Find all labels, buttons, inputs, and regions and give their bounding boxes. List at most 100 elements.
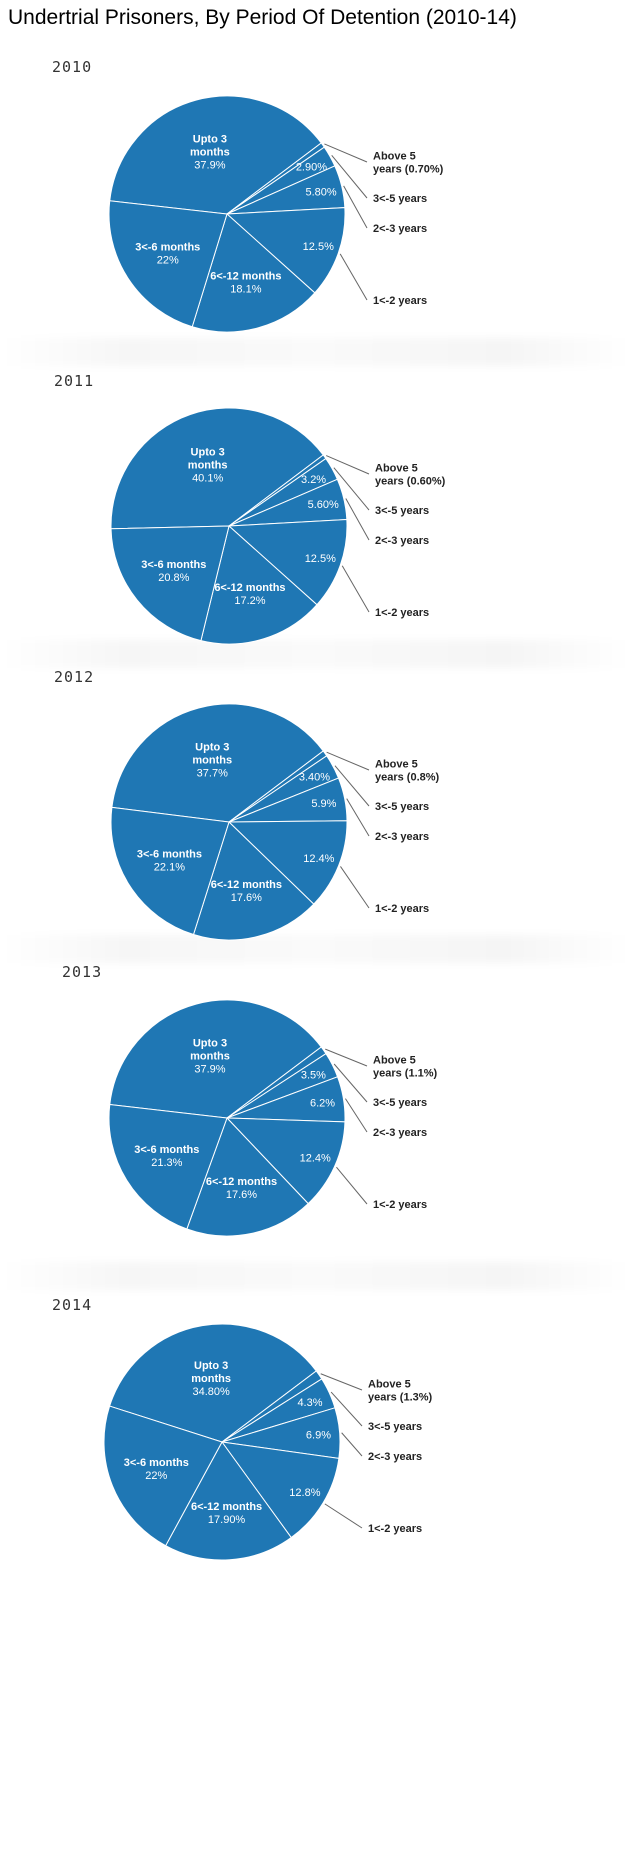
pie-slice-6-12-months[interactable]	[186, 1117, 309, 1237]
slice-value-label: 17.2%	[234, 595, 265, 607]
slice-category-label: 3<-5 years	[373, 193, 427, 205]
slice-value-label: 12.4%	[300, 1153, 331, 1165]
slice-value-label: 21.3%	[151, 1157, 182, 1169]
slice-category-label: years (0.60%)	[375, 476, 446, 488]
pie-slice-upto-3-months[interactable]	[111, 703, 324, 823]
leader-line	[325, 1048, 368, 1067]
slice-category-label: 3<-6 months	[137, 849, 202, 861]
pie-slices	[110, 703, 348, 941]
pie-slice-3-6-months[interactable]	[108, 200, 228, 328]
slice-category-label: 3<-5 years	[368, 1421, 422, 1433]
leader-line	[343, 185, 368, 229]
slice-value-label: 20.8%	[158, 572, 189, 584]
slice-category-label: 2<-3 years	[373, 1127, 427, 1139]
slice-category-label: Upto 3	[193, 133, 227, 145]
pie-panel-2012: 2012 Upto 3 months 37.7% Above 5 years (0.8%…	[0, 660, 631, 960]
leader-line	[340, 866, 370, 909]
pie-slices	[108, 95, 346, 333]
slice-category-label: 1<-2 years	[375, 607, 429, 619]
slice-category-label: 1<-2 years	[368, 1523, 422, 1535]
year-label: 2011	[54, 372, 95, 390]
pie-slice-1-2-years[interactable]	[227, 518, 348, 606]
pie-panel-2011: 2011 Upto 3 months 40.1% Above 5 years (0.60…	[0, 364, 631, 664]
leader-line	[339, 253, 368, 301]
slice-value-label: 12.5%	[303, 241, 334, 253]
year-label: 2013	[62, 963, 103, 981]
slice-category-label: 2<-3 years	[373, 223, 427, 235]
slice-value-label: 4.3%	[297, 1397, 322, 1409]
pie-slice-6-12-months[interactable]	[192, 821, 315, 941]
slice-value-label: 2.90%	[296, 162, 327, 174]
slice-value-label: 17.6%	[226, 1189, 257, 1201]
slice-value-label: 34.80%	[192, 1386, 230, 1398]
slice-category-label: months	[192, 754, 232, 766]
pie-slice-3-6-months[interactable]	[108, 1103, 228, 1230]
pie-slice-upto-3-months[interactable]	[109, 95, 322, 215]
slice-category-label: Upto 3	[194, 1360, 228, 1372]
leader-line	[341, 565, 370, 613]
leader-line	[330, 1391, 363, 1427]
leader-line	[334, 765, 370, 807]
slice-category-label: Upto 3	[193, 1037, 227, 1049]
slice-value-label: 3.40%	[299, 772, 330, 784]
leader-line	[324, 1503, 363, 1529]
pie-slice-3-6-months[interactable]	[103, 1405, 223, 1547]
slice-value-label: 3.2%	[301, 474, 326, 486]
leader-line	[345, 1098, 368, 1133]
slice-category-label: 2<-3 years	[375, 831, 429, 843]
slice-category-label: months	[191, 1373, 231, 1385]
slice-category-label: Above 5	[368, 1379, 411, 1391]
slice-category-label: months	[190, 1050, 230, 1062]
pie-slice-upto-3-months[interactable]	[109, 999, 322, 1119]
pie-panel-2014: 2014 Upto 3 months 34.80% Above 5 years (1.3…	[0, 1288, 631, 1588]
leader-line	[331, 155, 368, 199]
pie-panel-2010: 2010 Upto 3 months 37.9% Above 5 years (0.70…	[0, 50, 631, 350]
pie-slice-3-6-months[interactable]	[110, 525, 230, 642]
pie-slices	[110, 407, 348, 645]
slice-category-label: months	[188, 460, 228, 472]
slice-category-label: 6<-12 months	[191, 1501, 262, 1513]
scan-smudge	[0, 640, 631, 668]
pie-slice-3-6-months[interactable]	[110, 806, 230, 936]
pie-slice-1-2-years[interactable]	[220, 1441, 340, 1539]
slice-category-label: years (0.70%)	[373, 164, 444, 176]
slice-category-label: 2<-3 years	[375, 535, 429, 547]
slice-value-label: 37.7%	[197, 767, 228, 779]
pie-slice-6-12-months[interactable]	[191, 213, 316, 333]
pie-slice-6-12-months[interactable]	[164, 1441, 292, 1561]
leader-line	[345, 498, 370, 541]
slice-value-label: 5.9%	[311, 798, 336, 810]
slice-value-label: 12.4%	[303, 853, 334, 865]
slice-category-label: 3<-5 years	[373, 1097, 427, 1109]
slice-value-label: 22%	[157, 254, 179, 266]
pie-slice-1-2-years[interactable]	[225, 1117, 346, 1205]
scan-smudge	[0, 935, 631, 963]
pie-panel-2013: 2013 Upto 3 months 37.9% Above 5 years (1.1%…	[0, 955, 631, 1255]
year-label: 2010	[52, 58, 93, 76]
slice-category-label: Upto 3	[195, 741, 229, 753]
slice-category-label: 3<-6 months	[134, 1144, 199, 1156]
pie-slice-1-2-years[interactable]	[225, 207, 346, 294]
slice-category-label: Above 5	[373, 1055, 416, 1067]
pie-slice-6-12-months[interactable]	[200, 525, 318, 645]
slice-category-label: 3<-6 months	[141, 559, 206, 571]
leader-line	[326, 751, 370, 771]
pie-slice-upto-3-months[interactable]	[108, 1323, 317, 1443]
pie-slices	[103, 1323, 341, 1561]
slice-value-label: 6.9%	[306, 1430, 331, 1442]
slice-category-label: months	[190, 146, 230, 158]
pie-slice-1-2-years[interactable]	[227, 820, 348, 905]
slice-category-label: 6<-12 months	[210, 271, 281, 283]
slice-category-label: 3<-6 months	[124, 1457, 189, 1469]
pie-slice-upto-3-months[interactable]	[110, 407, 324, 530]
pie-slices	[108, 999, 346, 1237]
slice-category-label: Above 5	[373, 151, 416, 163]
scan-smudge	[0, 338, 631, 366]
